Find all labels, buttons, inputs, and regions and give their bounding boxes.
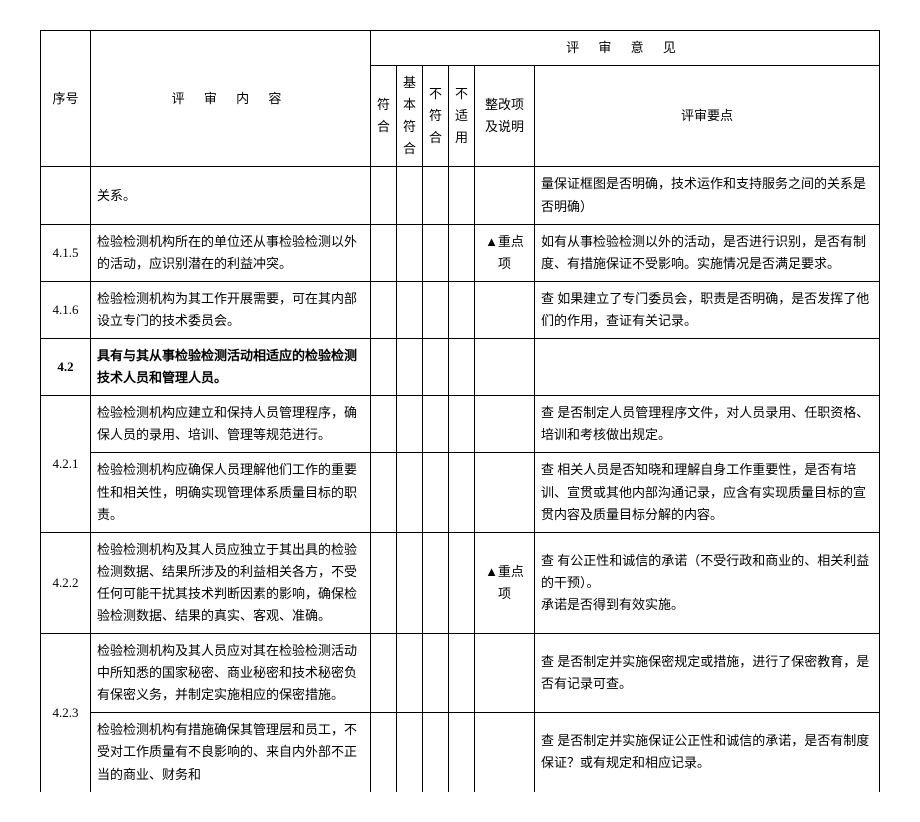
table-row: 4.2.3检验检测机构及其人员应对其在检验检测活动中所知悉的国家秘密、商业秘密和… [41,634,880,713]
table-row: 检验检测机构有措施确保其管理层和员工，不受对工作质量有不良影响的、来自内外部不正… [41,713,880,792]
table-row: 4.2.2检验检测机构及其人员应独立于其出具的检验检测数据、结果所涉及的利益相关… [41,532,880,633]
table-row: 4.2具有与其从事检验检测活动相适应的检验检测技术人员和管理人员。 [41,339,880,396]
col-content: 评 审 内 容 [91,31,371,167]
col-correction: 整改项及说明 [475,66,535,167]
table-row: 检验检测机构应确保人员理解他们工作的重要性和相关性，明确实现管理体系质量目标的职… [41,453,880,532]
table-row: 关系。量保证框图是否明确，技术运作和支持服务之间的关系是否明确） [41,167,880,224]
header-row-1: 序号 评 审 内 容 评 审 意 见 [41,31,880,66]
col-opinion: 评 审 意 见 [371,31,880,66]
col-seq: 序号 [41,31,91,167]
table-row: 4.2.1检验检测机构应建立和保持人员管理程序，确保人员的录用、培训、管理等规范… [41,396,880,453]
review-table: 序号 评 审 内 容 评 审 意 见 符合 基本符合 不符合 不适用 整改项及说… [40,30,880,792]
table-row: 4.1.5检验检测机构所在的单位还从事检验检测以外的活动，应识别潜在的利益冲突。… [41,224,880,281]
col-na: 不适用 [449,66,475,167]
table-row: 4.1.6检验检测机构为其工作开展需要，可在其内部设立专门的技术委员会。查 如果… [41,281,880,338]
col-basic: 基本符合 [397,66,423,167]
col-nonconform: 不符合 [423,66,449,167]
col-conform: 符合 [371,66,397,167]
col-keypoints: 评审要点 [535,66,880,167]
